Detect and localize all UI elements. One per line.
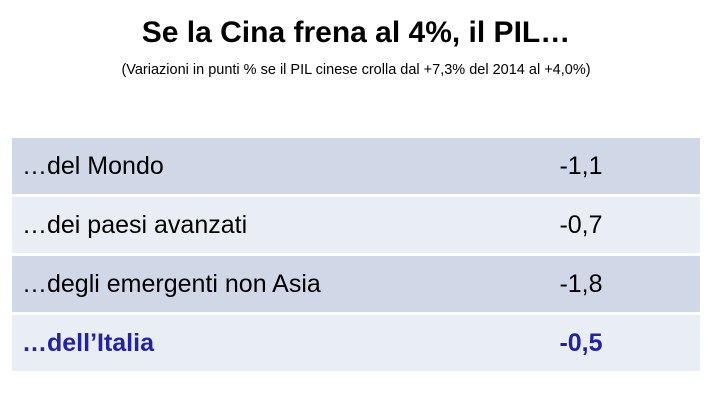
row-label: …dell’Italia — [22, 328, 154, 357]
row-label: …dei paesi avanzati — [22, 210, 248, 239]
table-row: …degli emergenti non Asia -1,8 — [12, 256, 700, 312]
row-value: -1,8 — [559, 269, 603, 298]
table-row: …dei paesi avanzati -0,7 — [12, 197, 700, 253]
row-value: -0,7 — [559, 210, 603, 239]
table-row: …del Mondo -1,1 — [12, 138, 700, 194]
row-value: -0,5 — [559, 328, 603, 357]
row-value: -1,1 — [559, 151, 603, 180]
row-label: …del Mondo — [22, 151, 164, 180]
table: …del Mondo -1,1 …dei paesi avanzati -0,7 …de… — [12, 138, 700, 374]
subtitle: (Variazioni in punti % se il PIL cinese … — [121, 62, 591, 78]
table-row: …dell’Italia -0,5 — [12, 315, 700, 371]
title: Se la Cina frena al 4%, il PIL… — [141, 16, 571, 49]
row-label: …degli emergenti non Asia — [22, 269, 321, 298]
